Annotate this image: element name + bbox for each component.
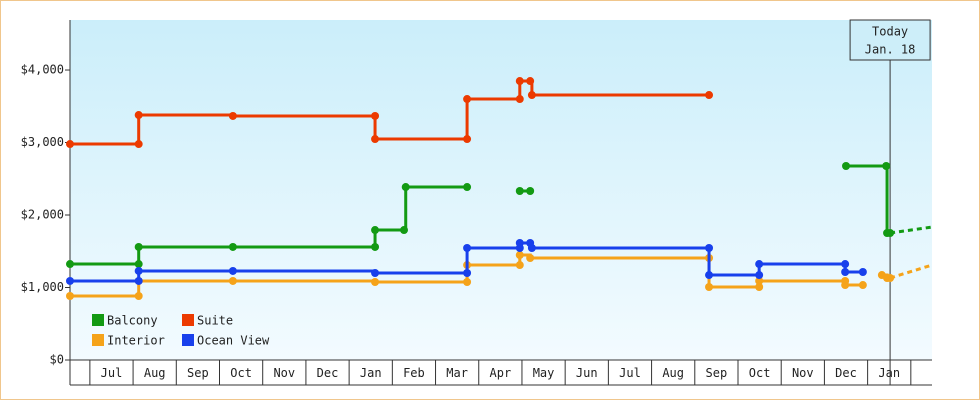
point (705, 282, 714, 291)
point (134, 140, 143, 149)
point (228, 242, 237, 251)
x-tick-label: Dec (317, 366, 339, 380)
x-tick-label: Mar (446, 366, 468, 380)
point (66, 276, 74, 285)
point (886, 274, 895, 283)
point (66, 291, 74, 300)
x-tick-label: Jul (619, 366, 641, 380)
point (463, 277, 472, 286)
plot-area (70, 20, 932, 360)
x-tick-label: Oct (749, 366, 771, 380)
legend-label: Interior (107, 334, 165, 348)
legend-swatch (92, 334, 104, 346)
x-tick-label: Feb (403, 366, 425, 380)
today-date: Jan. 18 (865, 43, 916, 57)
point (526, 254, 535, 262)
point (527, 91, 536, 100)
point (134, 260, 143, 269)
point (371, 111, 380, 120)
point (371, 242, 380, 251)
point (526, 77, 535, 86)
point (66, 140, 74, 149)
point (134, 242, 143, 251)
point (134, 266, 143, 275)
point (134, 111, 143, 120)
point (755, 260, 764, 269)
point (842, 162, 851, 171)
point (515, 77, 524, 86)
point (755, 276, 764, 285)
point (228, 276, 237, 285)
point (371, 269, 380, 278)
point (841, 260, 850, 269)
point (705, 271, 714, 280)
point (463, 243, 472, 252)
x-tick-label: Sep (706, 366, 728, 380)
y-tick-label: $3,000 (21, 135, 64, 149)
point (134, 276, 143, 285)
point (134, 291, 143, 300)
point (399, 226, 408, 235)
legend-swatch (182, 314, 194, 326)
point (463, 135, 472, 144)
legend-swatch (182, 334, 194, 346)
x-tick-label: Aug (662, 366, 684, 380)
point (66, 260, 74, 269)
forecast-line (889, 263, 933, 280)
y-tick-label: $4,000 (21, 63, 64, 77)
x-tick-label: Oct (230, 366, 252, 380)
x-tick-label: Nov (792, 366, 814, 380)
legend-swatch (92, 314, 104, 326)
point (463, 183, 472, 192)
x-tick-label: May (533, 366, 555, 380)
x-tick-label: Jan (878, 366, 900, 380)
point (515, 251, 524, 260)
point (858, 281, 867, 290)
x-tick-label: Apr (490, 366, 512, 380)
point (371, 226, 380, 235)
x-tick-label: Aug (144, 366, 166, 380)
point (371, 135, 380, 144)
point (515, 187, 524, 196)
legend-label: Ocean View (197, 334, 270, 348)
point (526, 187, 535, 196)
point (371, 277, 380, 286)
point (228, 111, 237, 120)
x-tick-label: Nov (273, 366, 295, 380)
point (228, 266, 237, 275)
point (882, 162, 891, 171)
y-tick-label: $1,000 (21, 280, 64, 294)
x-tick-label: Jan (360, 366, 382, 380)
point (515, 95, 524, 104)
forecast-line (889, 225, 933, 235)
point (755, 282, 764, 291)
point (755, 271, 764, 280)
point (858, 267, 867, 276)
x-tick-label: Sep (187, 366, 209, 380)
point (401, 183, 410, 192)
point (527, 243, 536, 252)
point (705, 243, 714, 252)
point (463, 95, 472, 104)
point (463, 269, 472, 278)
legend-label: Balcony (107, 314, 158, 328)
point (886, 228, 895, 237)
y-tick-label: $0 (50, 353, 64, 367)
x-tick-label: Jun (576, 366, 598, 380)
x-tick-label: Dec (835, 366, 857, 380)
today-label: Today (872, 25, 908, 39)
legend-label: Suite (197, 314, 233, 328)
point (705, 91, 714, 100)
point (841, 281, 850, 290)
point (841, 267, 850, 276)
point (515, 238, 524, 247)
y-tick-label: $2,000 (21, 208, 64, 222)
point (515, 261, 524, 270)
x-tick-label: Jul (101, 366, 123, 380)
